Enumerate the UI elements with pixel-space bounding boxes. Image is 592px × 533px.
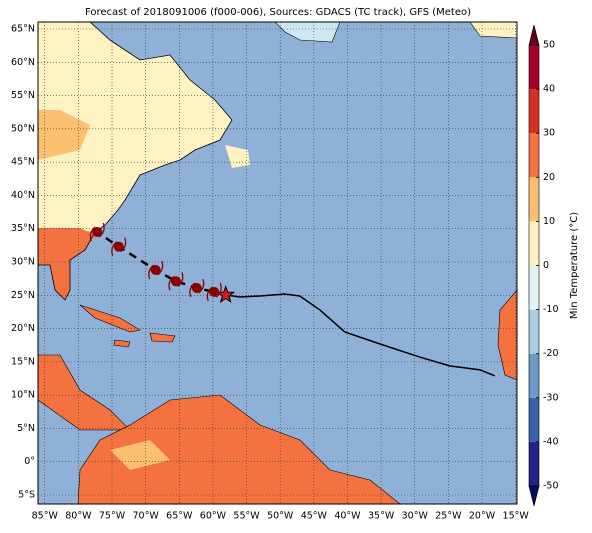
storm-symbol (206, 282, 222, 302)
land (38, 22, 232, 235)
y-tick-label: 45°N (11, 157, 35, 168)
y-tick-label: 5°N (17, 423, 35, 434)
colorbar-tick-label: -30 (543, 392, 559, 403)
x-tick-label: 65°W (166, 511, 193, 522)
colorbar-segment (529, 441, 539, 486)
storm-symbol (111, 237, 127, 256)
colorbar-tick-label: 30 (543, 128, 555, 139)
colorbar-tick-label: -50 (543, 481, 559, 492)
colorbar-over (528, 24, 540, 46)
land (113, 339, 131, 348)
colorbar: -50 -40 -30 -20 -10 0 10 20 30 40 50 Min Temperatur… (528, 24, 580, 507)
tracks (89, 222, 496, 377)
y-tick-label: 50°N (11, 123, 35, 134)
storm-symbol (168, 272, 184, 291)
x-tick-label: 40°W (334, 511, 361, 522)
colorbar-segment (529, 177, 539, 222)
y-tick-label: 65°N (11, 23, 35, 34)
y-tick-label: 30°N (11, 257, 35, 268)
y-tick-label: 25°N (11, 290, 35, 301)
x-tick-label: 60°W (200, 511, 227, 522)
y-tick-label: 15°N (11, 356, 35, 367)
land (38, 110, 90, 160)
land (38, 228, 95, 300)
land (77, 394, 401, 504)
y-tick-label: 20°N (11, 323, 35, 334)
forecast-point (113, 241, 124, 252)
y-tick-label: 35°N (11, 223, 35, 234)
storm-symbol (189, 278, 205, 298)
colorbar-segment (529, 309, 539, 354)
colorbar-tick-label: 20 (543, 172, 555, 183)
colorbar-segment (529, 265, 539, 310)
y-tick-label: 60°N (11, 57, 35, 68)
colorbar-segment (529, 45, 539, 90)
forecast-point (191, 282, 202, 293)
y-tick-label: 5°S (18, 490, 35, 501)
grid (38, 22, 517, 504)
y-tick-label: 55°N (11, 90, 35, 101)
land (38, 354, 131, 431)
colorbar-tick-label: -20 (543, 348, 559, 359)
coastline (38, 22, 233, 301)
x-tick-label: 45°W (301, 511, 328, 522)
x-tick-label: 30°W (402, 511, 429, 522)
forecast-point (150, 264, 161, 275)
x-tick-label: 25°W (435, 511, 462, 522)
x-tick-label: 55°W (233, 511, 260, 522)
x-tick-label: 80°W (65, 511, 92, 522)
map-title: Forecast of 2018091006 (f000-006), Sourc… (85, 7, 471, 18)
colorbar-segment (529, 221, 539, 266)
forecast-point (92, 227, 103, 238)
storm-symbol (89, 222, 105, 242)
map-area (38, 22, 517, 504)
land (497, 289, 517, 381)
colorbar-tick-label: -40 (543, 436, 559, 447)
land (225, 145, 250, 168)
x-tick-label: 35°W (368, 511, 395, 522)
y-tick-label: 10°N (11, 390, 35, 401)
colorbar-segment (529, 397, 539, 442)
x-tick-label: 15°W (503, 511, 530, 522)
colorbar-tick-label: -10 (543, 304, 559, 315)
forecast-point (170, 276, 181, 287)
land (79, 304, 141, 333)
land (149, 332, 176, 343)
x-tick-label: 70°W (133, 511, 160, 522)
colorbar-tick-label: 50 (543, 40, 555, 51)
colorbar-tick-label: 0 (543, 260, 549, 271)
past-track (225, 293, 496, 377)
y-tick-label: 40°N (11, 190, 35, 201)
x-tick-label: 75°W (99, 511, 126, 522)
colorbar-segment (529, 353, 539, 398)
land (110, 440, 170, 470)
storm-symbol (148, 260, 164, 280)
colorbar-segment (529, 133, 539, 178)
colorbar-tick-label: 10 (543, 216, 555, 227)
x-tick-label: 50°W (267, 511, 294, 522)
x-tick-label: 20°W (469, 511, 496, 522)
colorbar-segment (529, 89, 539, 134)
colorbar-tick-label: 40 (543, 84, 555, 95)
axes: 85°W 80°W 75°W 70°W 65°W 60°W 55°W 50°W 45°W 40°W… (11, 23, 529, 521)
colorbar-label: Min Temperature (°C) (569, 212, 580, 319)
forecast-point (209, 286, 220, 297)
colorbar-under (528, 485, 540, 507)
y-tick-label: 0° (24, 456, 35, 467)
x-tick-label: 85°W (32, 511, 59, 522)
land (274, 22, 341, 43)
map-frame (37, 21, 518, 505)
